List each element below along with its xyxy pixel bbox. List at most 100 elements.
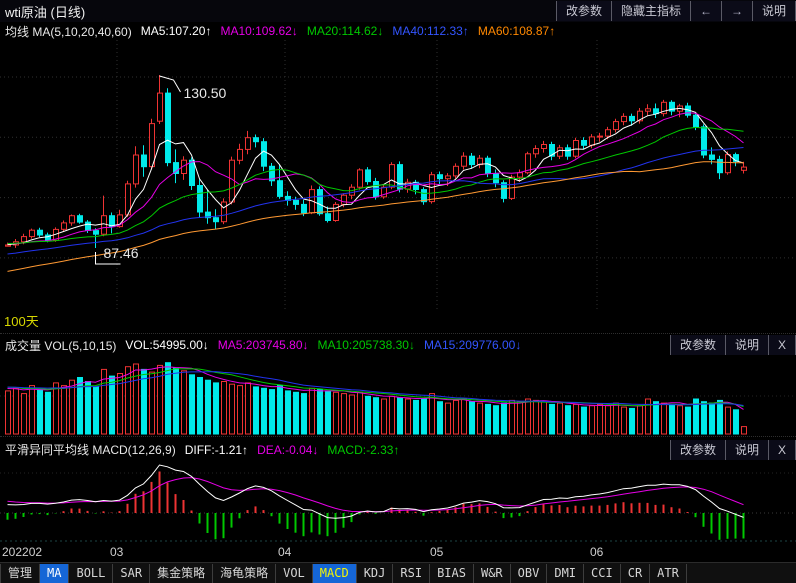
volume-bar	[93, 386, 99, 435]
volume-bar	[245, 382, 251, 435]
candle	[293, 199, 299, 205]
candle	[549, 144, 555, 157]
volume-bar	[277, 385, 283, 435]
volume-bar	[173, 367, 179, 435]
help-button[interactable]: 说明	[751, 1, 796, 21]
toolbar-item-CCI[interactable]: CCI	[584, 564, 621, 583]
scroll-left-button[interactable]: ←	[689, 1, 721, 21]
candle	[453, 165, 459, 177]
volume-bar	[117, 373, 123, 435]
macd-close-button[interactable]: X	[767, 439, 796, 460]
volume-bar	[21, 393, 27, 435]
macd-header-label: 平滑异同平均线 MACD(12,26,9)	[5, 443, 176, 457]
candle	[37, 229, 43, 236]
indicator-toolbar: 管理 MA BOLL SAR 集金策略 海龟策略 VOL MACD KDJ RSI BIAS W&R O…	[0, 562, 796, 583]
main-price-chart[interactable]: 130.50 87.46	[0, 40, 796, 310]
volume-bar	[541, 401, 547, 435]
volume-bar	[213, 382, 219, 435]
volume-bar	[189, 374, 195, 435]
candle	[541, 144, 547, 149]
toolbar-item-BOLL[interactable]: BOLL	[69, 564, 114, 583]
candle	[357, 169, 363, 188]
toolbar-item-KDJ[interactable]: KDJ	[357, 564, 394, 583]
volume-bar	[205, 379, 211, 435]
ma20-line	[7, 126, 744, 245]
visible-range-label: 100天	[4, 314, 39, 329]
volume-bar	[237, 385, 243, 435]
candle	[5, 244, 11, 247]
dea-line	[7, 477, 744, 513]
candle	[637, 110, 643, 122]
candle	[589, 136, 595, 146]
volume-bar	[605, 405, 611, 435]
candle	[421, 189, 427, 203]
toolbar-item-ATR[interactable]: ATR	[650, 564, 687, 583]
candle	[317, 189, 323, 215]
candle	[597, 135, 603, 138]
volume-bar	[637, 405, 643, 435]
volume-bar	[341, 393, 347, 435]
volume-bar	[293, 391, 299, 435]
toolbar-item-[interactable]: 集金策略	[150, 564, 214, 583]
toolbar-item-[interactable]: 管理	[0, 564, 41, 583]
volume-bar	[229, 383, 235, 435]
volume-bar	[725, 406, 731, 435]
hide-main-indicator-button[interactable]: 隐藏主指标	[610, 1, 690, 21]
volume-bar	[525, 398, 531, 435]
toolbar-item-BIAS[interactable]: BIAS	[430, 564, 474, 583]
candle	[429, 174, 435, 203]
low-pointer-line	[95, 252, 121, 265]
change-params-button[interactable]: 改参数	[555, 1, 611, 21]
topbar-buttons: 改参数 隐藏主指标 ← → 说明	[555, 1, 796, 21]
candle	[205, 211, 211, 219]
candle	[277, 180, 283, 197]
volume-bar	[357, 391, 363, 435]
volume-bar	[141, 368, 147, 435]
volume-bar	[45, 391, 51, 435]
candle	[229, 159, 235, 203]
toolbar-item-CR[interactable]: CR	[621, 564, 651, 583]
candle	[741, 166, 747, 171]
candle	[365, 169, 371, 183]
volume-bar	[549, 403, 555, 435]
candle	[525, 153, 531, 174]
toolbar-item-SAR[interactable]: SAR	[113, 564, 151, 583]
toolbar-item-[interactable]: 海龟策略	[213, 564, 277, 583]
volume-bar	[13, 387, 19, 435]
volume-bar	[181, 370, 187, 435]
candle	[253, 137, 259, 143]
volume-chart[interactable]	[0, 356, 796, 436]
toolbar-item-MA[interactable]: MA	[40, 564, 70, 583]
volume-close-button[interactable]: X	[767, 335, 796, 355]
macd-change-params-button[interactable]: 改参数	[669, 439, 725, 460]
volume-bar	[581, 406, 587, 435]
toolbar-item-VOL[interactable]: VOL	[276, 564, 313, 583]
volume-bar	[485, 403, 491, 435]
volume-bar	[669, 403, 675, 435]
macd-help-button[interactable]: 说明	[724, 439, 768, 460]
scroll-right-button[interactable]: →	[720, 1, 752, 21]
toolbar-item-RSI[interactable]: RSI	[393, 564, 431, 583]
volume-ma10-line	[7, 368, 744, 407]
volume-bar	[677, 405, 683, 435]
candle	[221, 201, 227, 223]
macd-chart[interactable]	[0, 461, 796, 543]
candle	[517, 172, 523, 178]
ma40-value: MA40:112.33↑	[392, 24, 469, 38]
volume-bar	[493, 405, 499, 435]
volume-help-button[interactable]: 说明	[724, 335, 768, 355]
candle	[349, 186, 355, 196]
toolbar-item-OBV[interactable]: OBV	[511, 564, 548, 583]
toolbar-item-DMI[interactable]: DMI	[547, 564, 585, 583]
volume-bar	[565, 405, 571, 435]
candle	[333, 203, 339, 221]
ma60-value: MA60:108.87↑	[477, 24, 556, 38]
volume-bar	[589, 405, 595, 435]
candle	[149, 123, 155, 168]
candle	[581, 140, 587, 146]
toolbar-item-WR[interactable]: W&R	[474, 564, 511, 583]
volume-bar	[573, 403, 579, 435]
volume-bar	[621, 406, 627, 435]
toolbar-item-MACD[interactable]: MACD	[312, 564, 357, 583]
volume-change-params-button[interactable]: 改参数	[669, 335, 725, 355]
